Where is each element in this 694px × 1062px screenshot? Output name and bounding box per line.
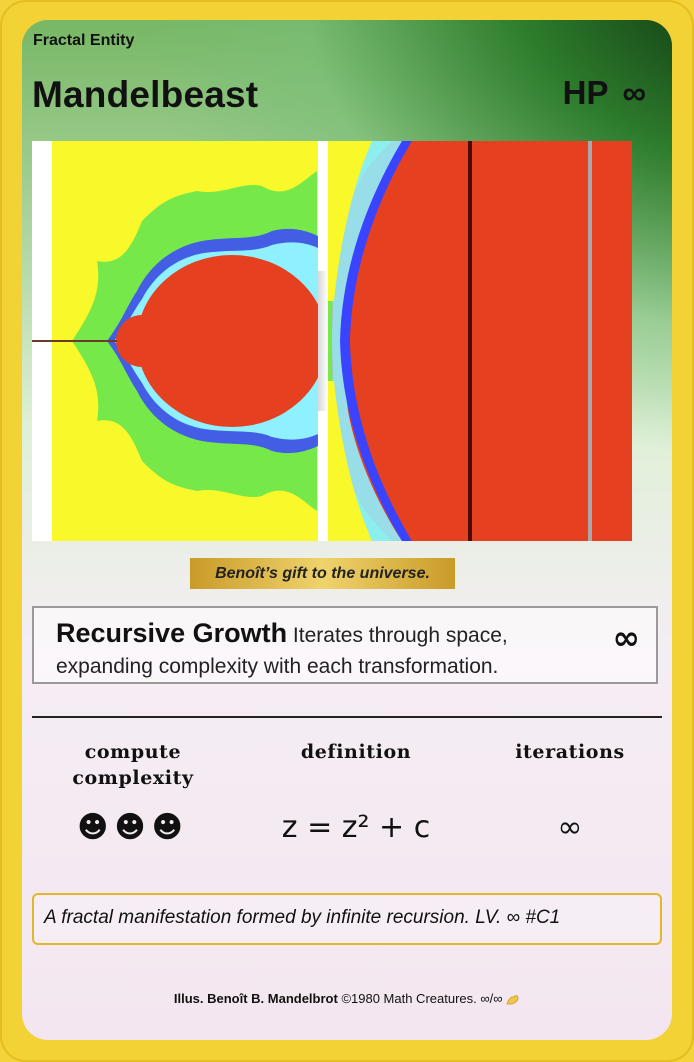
attack-name: Recursive Growth bbox=[56, 618, 288, 648]
attack-description: Iterates through space, expanding comple… bbox=[56, 624, 508, 678]
stat-value-compute-complexity: ☻☻☻ bbox=[77, 810, 189, 845]
card: Fractal Entity Mandelbeast HP ∞ bbox=[22, 20, 672, 1040]
divider bbox=[32, 716, 662, 718]
hp-value: ∞ bbox=[622, 74, 646, 111]
stat-label-iterations: iterations bbox=[515, 741, 625, 763]
artwork-caption: Benoît’s gift to the universe. bbox=[190, 558, 455, 589]
attack-damage: ∞ bbox=[612, 618, 641, 657]
illustrator: Illus. Benoît B. Mandelbrot bbox=[173, 991, 338, 1006]
mandelbrot-image bbox=[32, 141, 632, 541]
hp-display: HP ∞ bbox=[563, 74, 646, 112]
flavor-text: A fractal manifestation formed by infini… bbox=[32, 893, 662, 945]
card-name: Mandelbeast bbox=[32, 74, 259, 115]
stat-value-iterations: ∞ bbox=[557, 810, 583, 845]
entity-type: Fractal Entity bbox=[33, 32, 135, 49]
stat-value-definition: z = z² + c bbox=[281, 810, 431, 845]
stat-label-definition: definition bbox=[300, 741, 412, 763]
hp-label: HP bbox=[562, 74, 609, 111]
flexed-arm-icon bbox=[506, 994, 520, 1006]
attack-box: Recursive Growth Iterates through space,… bbox=[32, 606, 658, 684]
copyright: ©1980 Math Creatures. ∞/∞ bbox=[341, 991, 503, 1006]
attack-text: Recursive Growth Iterates through space,… bbox=[56, 618, 576, 682]
credits: Illus. Benoît B. Mandelbrot ©1980 Math C… bbox=[22, 991, 672, 1006]
stat-label-compute-complexity: compute complexity bbox=[72, 741, 194, 789]
fractal-artwork bbox=[32, 141, 632, 541]
